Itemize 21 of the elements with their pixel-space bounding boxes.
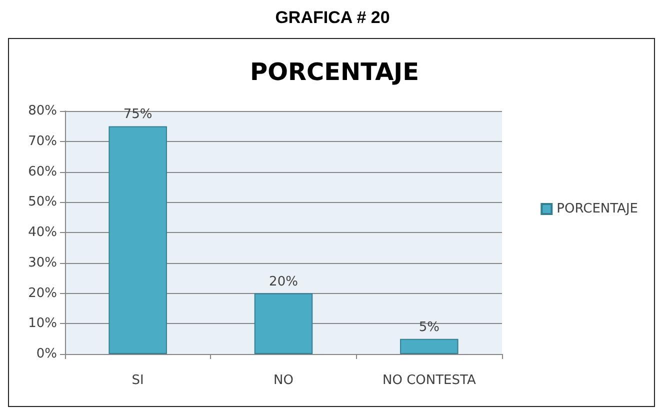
bar xyxy=(254,293,313,354)
bar xyxy=(400,338,458,354)
y-tick-label: 10% xyxy=(28,316,57,332)
data-label: 20% xyxy=(269,274,298,290)
y-tick-label: 50% xyxy=(28,194,57,210)
legend-label: PORCENTAJE xyxy=(556,202,638,216)
x-tick-label: SI xyxy=(132,373,144,388)
x-tick-label: NO CONTESTA xyxy=(382,373,476,388)
bar xyxy=(108,126,167,354)
x-tick-label: NO xyxy=(274,373,294,388)
data-label: 5% xyxy=(418,320,440,335)
y-tick-label: 20% xyxy=(28,286,57,301)
y-tick-label: 70% xyxy=(28,134,57,149)
y-tick-label: 0% xyxy=(36,346,57,362)
y-tick-label: 60% xyxy=(28,164,57,180)
chart-title: GRAFICA # 20 xyxy=(275,8,390,27)
chart-subtitle: PORCENTAJE xyxy=(250,58,419,86)
y-tick-label: 30% xyxy=(28,255,57,270)
y-tick-label: 40% xyxy=(28,225,57,240)
y-tick-label: 80% xyxy=(28,104,57,118)
data-label: 75% xyxy=(123,107,152,122)
